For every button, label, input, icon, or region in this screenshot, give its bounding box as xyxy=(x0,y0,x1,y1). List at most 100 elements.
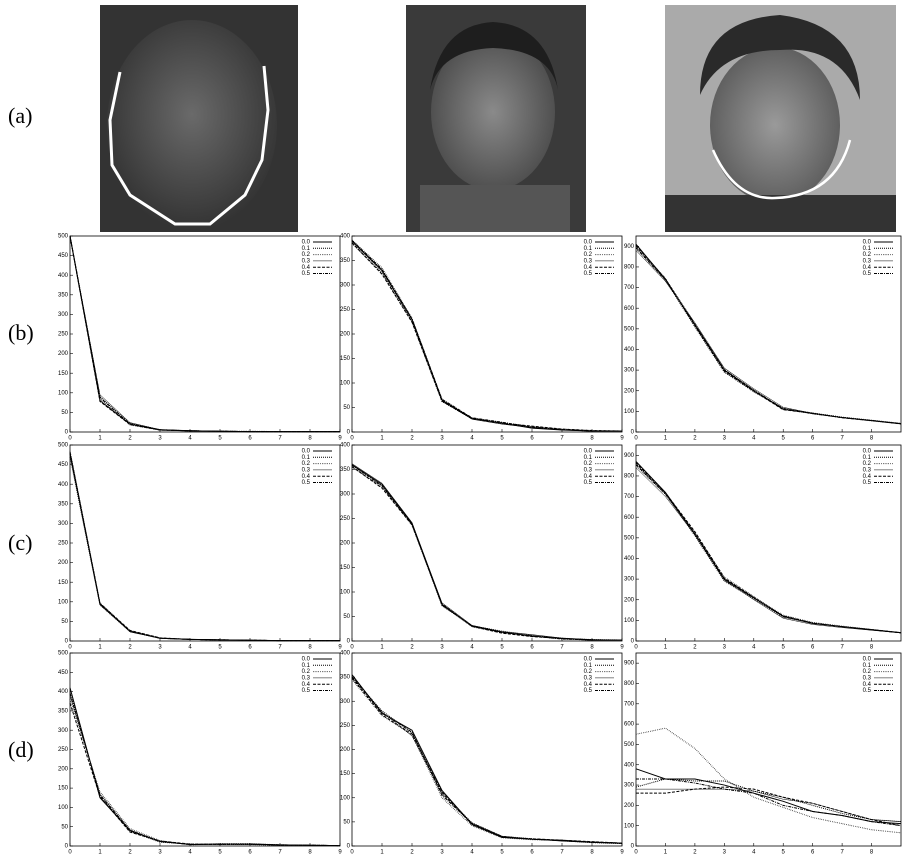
x-tick-label: 1 xyxy=(98,645,102,651)
y-tick-label: 100 xyxy=(340,590,351,596)
x-tick-label: 6 xyxy=(530,436,534,442)
y-tick-label: 50 xyxy=(61,619,68,625)
y-tick-label: 100 xyxy=(58,599,69,605)
series-line xyxy=(351,239,623,432)
y-tick-label: 150 xyxy=(340,565,351,571)
series-line xyxy=(69,235,340,433)
legend-label: 0.5 xyxy=(584,480,593,486)
series-line xyxy=(351,466,623,641)
x-tick-label: 2 xyxy=(410,850,414,855)
x-tick-label: 8 xyxy=(308,850,312,855)
x-tick-label: 9 xyxy=(338,645,342,651)
legend-label: 0.0 xyxy=(584,240,593,246)
y-tick-label: 500 xyxy=(624,326,635,332)
row-label: (a) xyxy=(8,103,32,128)
y-tick-label: 50 xyxy=(343,819,350,825)
legend-label: 0.1 xyxy=(863,455,872,461)
x-tick-label: 2 xyxy=(410,645,414,651)
series-line xyxy=(351,676,623,845)
series-line xyxy=(635,247,902,425)
x-tick-label: 4 xyxy=(752,436,756,442)
y-tick-label: 300 xyxy=(58,312,69,318)
legend-label: 0.5 xyxy=(584,688,593,694)
y-tick-label: 350 xyxy=(58,501,69,507)
y-tick-label: 400 xyxy=(340,443,351,449)
legend-label: 0.5 xyxy=(302,688,311,694)
legend-label: 0.2 xyxy=(302,669,311,675)
plot-frame xyxy=(635,444,902,642)
series-line xyxy=(351,242,622,432)
legend-label: 0.3 xyxy=(302,258,311,264)
series-line xyxy=(69,693,341,847)
y-tick-label: 300 xyxy=(624,577,635,583)
y-tick-label: 800 xyxy=(624,681,635,687)
y-tick-label: 100 xyxy=(340,381,351,387)
x-tick-label: 8 xyxy=(590,436,594,442)
y-tick-label: 0 xyxy=(347,844,351,850)
x-tick-label: 1 xyxy=(380,436,384,442)
series-line xyxy=(69,695,341,846)
x-tick-label: 0 xyxy=(634,436,638,442)
x-tick-label: 6 xyxy=(530,645,534,651)
x-tick-label: 7 xyxy=(560,645,564,651)
y-tick-label: 300 xyxy=(58,521,69,527)
x-tick-label: 7 xyxy=(840,436,844,442)
plot-frame xyxy=(635,235,902,433)
y-tick-label: 200 xyxy=(58,560,69,566)
series-line xyxy=(635,243,902,425)
series-line xyxy=(351,240,622,432)
series-line xyxy=(69,699,341,847)
y-tick-label: 800 xyxy=(624,265,635,271)
y-tick-label: 400 xyxy=(340,651,351,657)
legend-label: 0.2 xyxy=(863,252,872,258)
series-line xyxy=(636,786,902,827)
y-tick-label: 100 xyxy=(340,795,351,801)
y-tick-label: 800 xyxy=(624,474,635,480)
y-tick-label: 700 xyxy=(624,285,635,291)
series-line xyxy=(351,240,622,432)
series-line xyxy=(636,778,902,827)
x-tick-label: 0 xyxy=(350,436,354,442)
x-tick-label: 0 xyxy=(350,645,354,651)
x-tick-label: 4 xyxy=(470,436,474,442)
y-tick-label: 0 xyxy=(347,639,351,645)
y-tick-label: 400 xyxy=(340,234,351,240)
legend-label: 0.1 xyxy=(302,246,311,252)
series-line xyxy=(351,464,622,641)
x-tick-label: 7 xyxy=(560,436,564,442)
x-tick-label: 1 xyxy=(380,850,384,855)
x-tick-label: 0 xyxy=(68,645,72,651)
y-tick-label: 150 xyxy=(58,371,69,377)
series-line xyxy=(635,244,902,425)
x-tick-label: 6 xyxy=(248,645,252,651)
y-tick-label: 150 xyxy=(340,771,351,777)
x-tick-label: 3 xyxy=(158,645,162,651)
series-line xyxy=(69,235,340,433)
legend-label: 0.4 xyxy=(863,474,872,480)
legend-label: 0.1 xyxy=(302,455,311,461)
x-tick-label: 7 xyxy=(278,645,282,651)
series-line xyxy=(351,464,622,641)
x-tick-label: 5 xyxy=(782,850,786,855)
series-line xyxy=(351,466,622,641)
legend-label: 0.1 xyxy=(863,246,872,252)
legend-label: 0.4 xyxy=(584,474,593,480)
y-tick-label: 250 xyxy=(58,747,69,753)
y-tick-label: 50 xyxy=(343,614,350,620)
y-tick-label: 900 xyxy=(624,661,635,667)
x-tick-label: 6 xyxy=(248,436,252,442)
legend-label: 0.3 xyxy=(584,675,593,681)
legend-label: 0.5 xyxy=(863,480,872,486)
legend-label: 0.3 xyxy=(863,675,872,681)
x-tick-label: 5 xyxy=(782,645,786,651)
y-tick-label: 0 xyxy=(65,844,69,850)
x-tick-label: 9 xyxy=(338,850,342,855)
x-tick-label: 9 xyxy=(620,850,624,855)
x-tick-label: 1 xyxy=(380,645,384,651)
series-line xyxy=(351,241,622,432)
y-tick-label: 250 xyxy=(340,516,351,522)
y-tick-label: 450 xyxy=(58,253,69,259)
y-tick-label: 100 xyxy=(624,823,635,829)
y-tick-label: 100 xyxy=(624,618,635,624)
